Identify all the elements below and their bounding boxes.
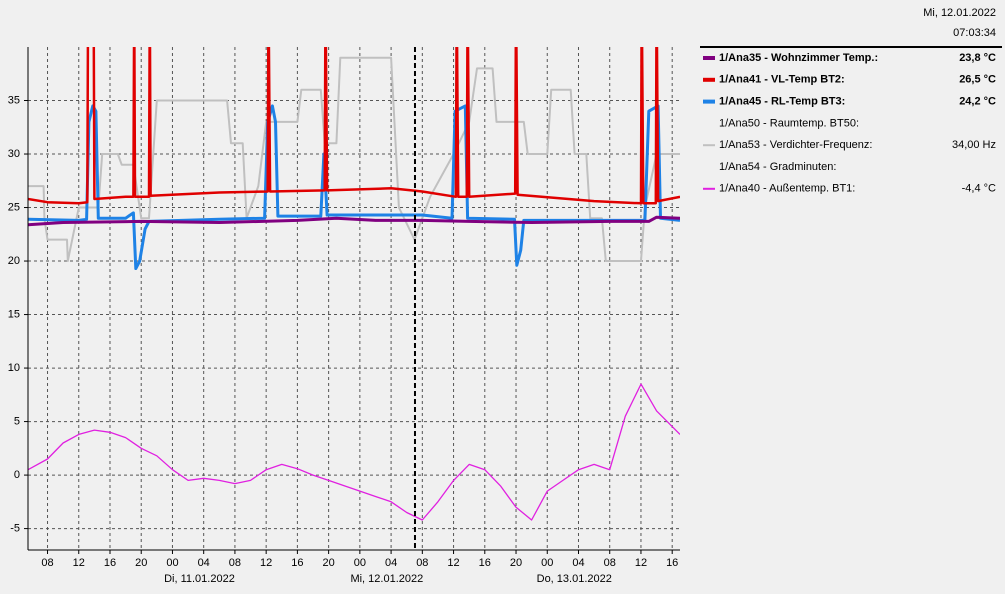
day-label: Do, 13.01.2022	[537, 573, 612, 585]
x-tick-label: 04	[385, 557, 397, 569]
y-tick-label: 20	[8, 255, 20, 267]
legend-value: 23,8 °C	[959, 52, 996, 64]
y-tick-label: 15	[8, 308, 20, 320]
x-tick-label: 12	[260, 557, 272, 569]
x-tick-label: 20	[135, 557, 147, 569]
x-tick-label: 08	[604, 557, 616, 569]
plot-lines	[28, 47, 680, 521]
legend-name: 1/Ana40 - Außentemp. BT1:	[719, 183, 855, 195]
x-tick-label: 16	[291, 557, 303, 569]
legend-name: 1/Ana35 - Wohnzimmer Temp.:	[719, 52, 878, 64]
legend-name: 1/Ana53 - Verdichter-Frequenz:	[719, 139, 872, 151]
x-tick-label: 08	[416, 557, 428, 569]
legend-name: 1/Ana50 - Raumtemp. BT50:	[719, 117, 859, 129]
y-tick-label: 0	[14, 469, 20, 481]
x-tick-label: 16	[104, 557, 116, 569]
x-tick-label: 16	[666, 557, 678, 569]
y-tick-label: 35	[8, 94, 20, 106]
x-tick-label: 04	[198, 557, 210, 569]
y-tick-label: 25	[8, 201, 20, 213]
y-tick-label: 10	[8, 362, 20, 374]
x-tick-label: 12	[635, 557, 647, 569]
legend-name: 1/Ana54 - Gradminuten:	[719, 161, 836, 173]
day-label: Mi, 12.01.2022	[350, 573, 423, 585]
series-line	[28, 104, 680, 270]
x-tick-label: 00	[354, 557, 366, 569]
y-tick-label: 30	[8, 148, 20, 160]
x-tick-label: 08	[229, 557, 241, 569]
legend-value: 24,2 °C	[959, 96, 996, 108]
legend-value: -4,4 °C	[962, 183, 996, 195]
y-tick-label: -5	[10, 523, 20, 535]
legend-name: 1/Ana45 - RL-Temp BT3:	[719, 96, 845, 108]
grid	[28, 47, 680, 550]
day-label: Di, 11.01.2022	[164, 573, 235, 585]
x-tick-label: 08	[41, 557, 53, 569]
header-time: 07:03:34	[953, 27, 996, 39]
x-tick-label: 20	[322, 557, 334, 569]
series-line	[28, 215, 680, 227]
x-tick-label: 04	[572, 557, 584, 569]
axes: -5 0 5 10 15 20 25 30 35 08 12 16 20 00 04 08 12 16 20 00 04…	[8, 47, 680, 585]
x-tick-label: 00	[541, 557, 553, 569]
x-tick-label: 00	[166, 557, 178, 569]
x-tick-label: 12	[73, 557, 85, 569]
legend-value: 34,00 Hz	[952, 139, 996, 151]
x-tick-label: 16	[479, 557, 491, 569]
series-line	[28, 56, 680, 262]
x-tick-label: 12	[447, 557, 459, 569]
series-line	[28, 47, 680, 205]
legend-name: 1/Ana41 - VL-Temp BT2:	[719, 74, 845, 86]
header-date: Mi, 12.01.2022	[923, 7, 996, 19]
legend-value: 26,5 °C	[959, 74, 996, 86]
x-tick-label: 20	[510, 557, 522, 569]
series-line	[28, 383, 680, 521]
y-tick-label: 5	[14, 415, 20, 427]
